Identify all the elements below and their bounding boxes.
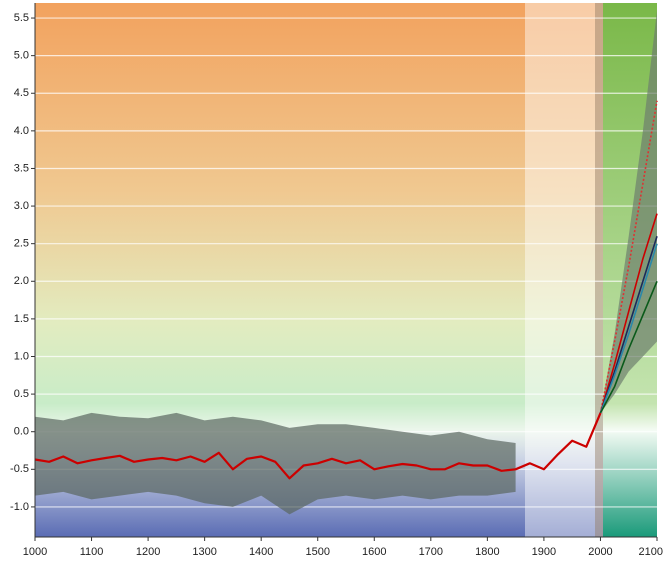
x-tick-label: 1600 [362,546,386,558]
y-tick-label: 1.5 [14,313,29,325]
series-line [599,243,658,414]
x-tick-label: 2000 [588,546,612,558]
y-tick-label: 0.5 [14,388,29,400]
x-tick-label: 1800 [475,546,499,558]
series-line [599,235,658,414]
y-tick-label: 5.0 [14,50,29,62]
uncertainty-band [35,412,516,515]
x-tick-label: 1300 [192,546,216,558]
x-tick-label: 2100 [639,546,663,558]
y-tick-label: 3.5 [14,162,29,174]
series-line [599,213,658,414]
y-tick-label: 1.0 [14,350,29,362]
y-tick-label: 4.5 [14,87,29,99]
series-line [599,280,658,414]
x-tick-label: 1500 [305,546,329,558]
y-tick-label: -0.5 [10,463,29,475]
x-tick-label: 1000 [23,546,47,558]
series-line [34,412,602,480]
y-tick-label: 5.5 [14,12,29,24]
y-tick-label: 4.0 [14,125,29,137]
y-tick-label: 0.0 [14,426,29,438]
x-tick-label: 1700 [419,546,443,558]
x-tick-label: 1900 [532,546,556,558]
instrumental-period [525,3,595,537]
y-tick-label: 3.0 [14,200,29,212]
x-tick-label: 1100 [80,546,104,558]
x-tick-label: 1400 [249,546,273,558]
series-line [599,100,658,414]
y-tick-label: 2.0 [14,275,29,287]
uncertainty-band [600,10,657,413]
x-tick-label: 1200 [136,546,160,558]
y-tick-label: -1.0 [10,501,29,513]
y-tick-label: 2.5 [14,238,29,250]
separator [595,3,603,537]
